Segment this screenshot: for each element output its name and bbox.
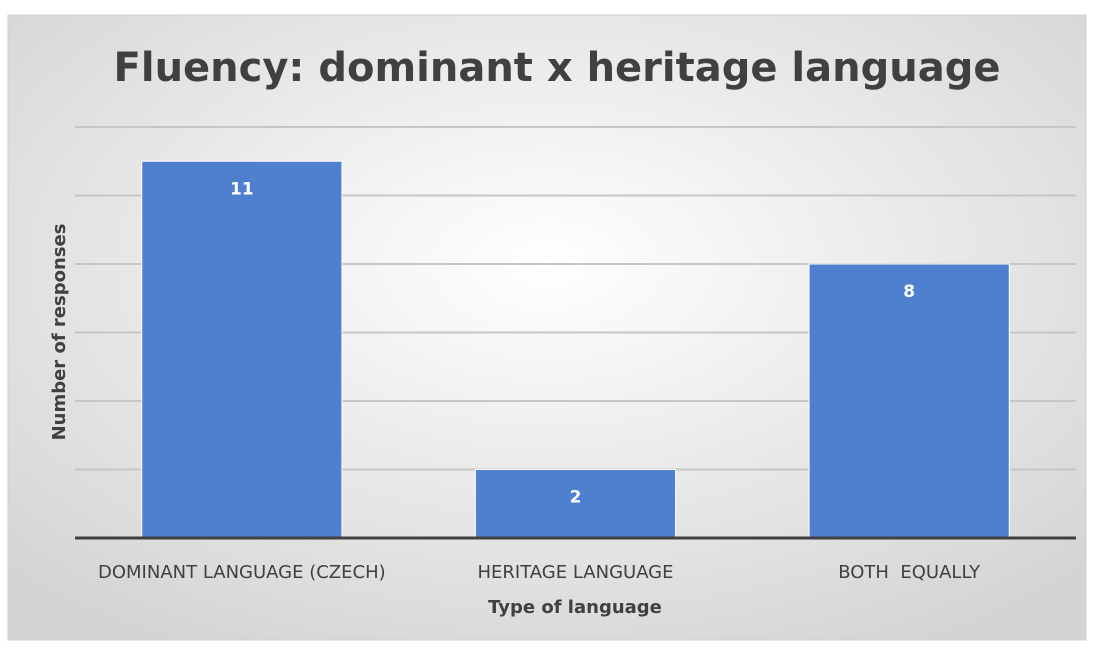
x-tick-label: BOTH EQUALLY — [838, 562, 981, 583]
bar — [474, 469, 677, 539]
value-label: 8 — [903, 282, 915, 302]
x-tick-label: HERITAGE LANGUAGE — [477, 562, 673, 583]
bar — [141, 160, 343, 539]
x-axis-title: Type of language — [488, 597, 662, 618]
y-axis-title: Number of responses — [49, 224, 70, 441]
chart-title: Fluency: dominant x heritage language — [114, 45, 1001, 91]
value-label: 2 — [570, 488, 582, 508]
bar — [808, 263, 1010, 539]
bars: 11 2 8 — [141, 160, 1010, 539]
x-tick-label: DOMINANT LANGUAGE (CZECH) — [98, 562, 386, 583]
value-label: 11 — [230, 179, 254, 199]
